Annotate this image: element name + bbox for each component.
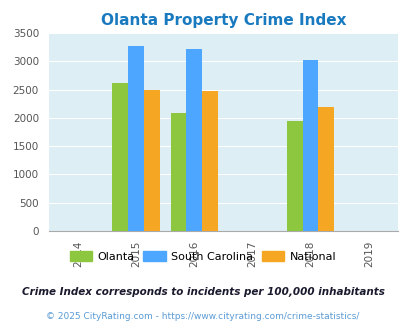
Bar <box>286 121 302 231</box>
Bar <box>128 46 143 231</box>
Legend: Olanta, South Carolina, National: Olanta, South Carolina, National <box>65 247 340 266</box>
Bar <box>186 49 202 231</box>
Bar <box>143 90 159 231</box>
Bar <box>202 91 217 231</box>
Text: Crime Index corresponds to incidents per 100,000 inhabitants: Crime Index corresponds to incidents per… <box>21 287 384 297</box>
Title: Olanta Property Crime Index: Olanta Property Crime Index <box>100 13 345 28</box>
Bar <box>112 83 128 231</box>
Bar <box>318 107 333 231</box>
Bar <box>170 113 186 231</box>
Bar <box>302 60 318 231</box>
Text: © 2025 CityRating.com - https://www.cityrating.com/crime-statistics/: © 2025 CityRating.com - https://www.city… <box>46 312 359 321</box>
